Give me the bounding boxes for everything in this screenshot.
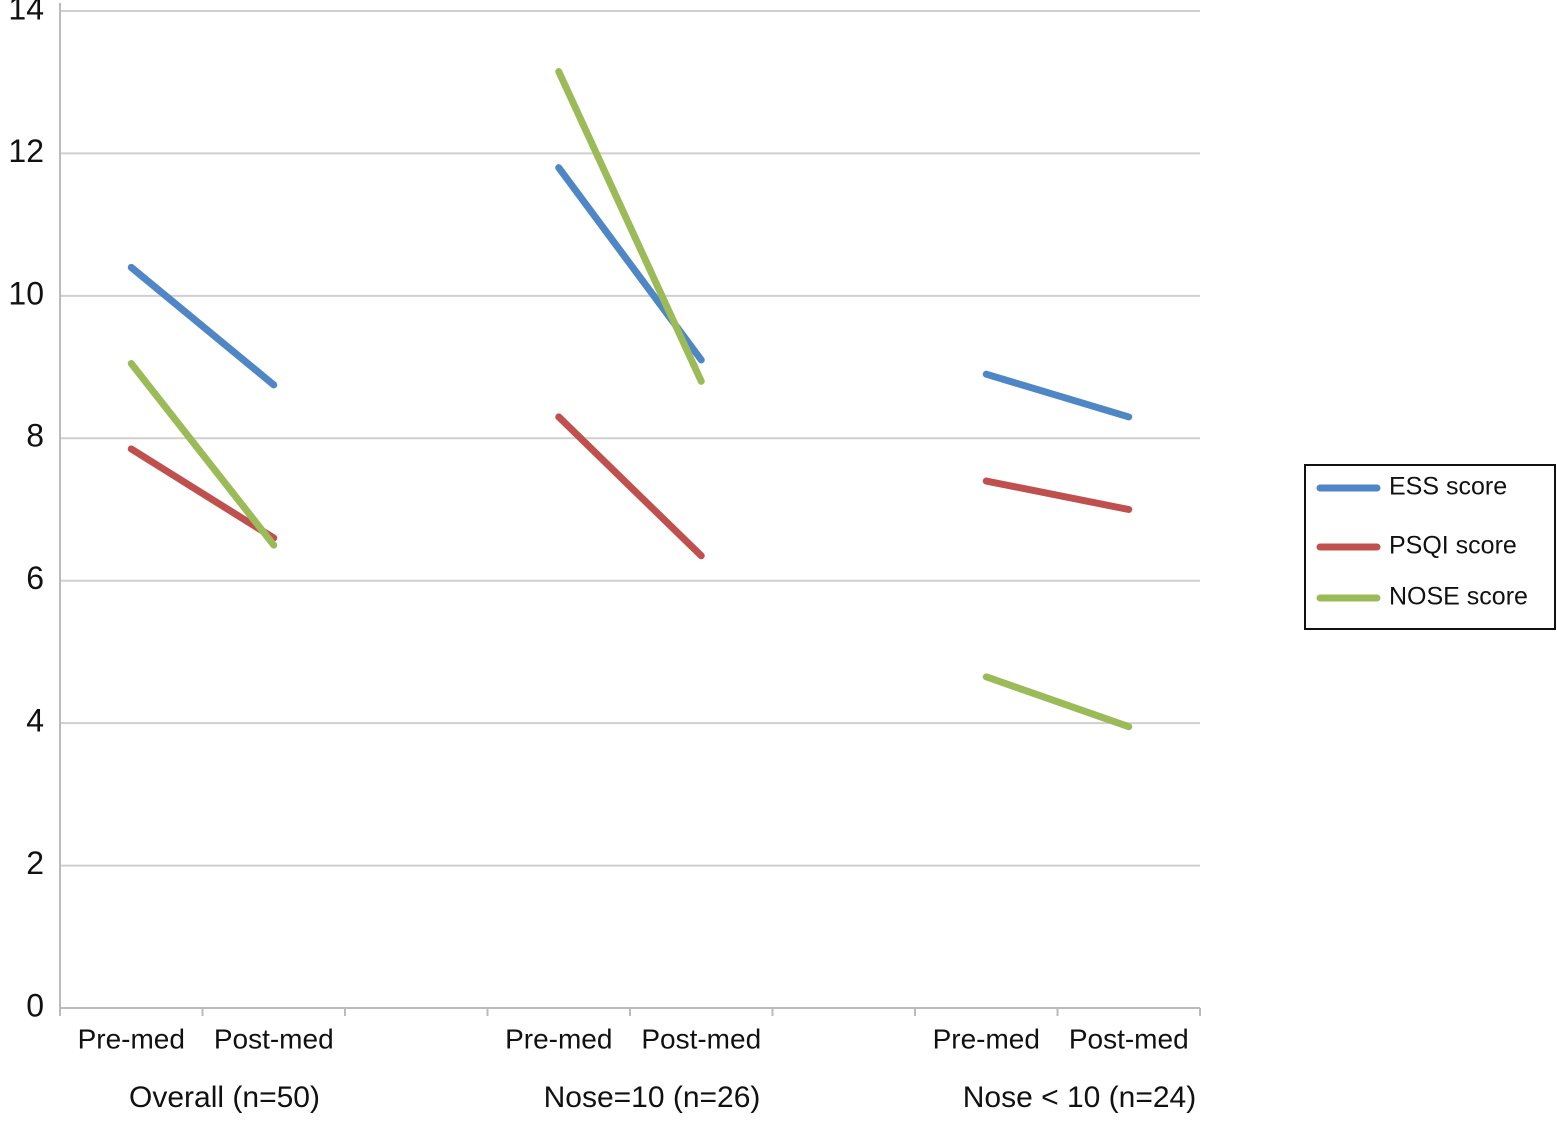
legend-label: NOSE score xyxy=(1389,583,1528,611)
group-label: Overall (n=50) xyxy=(129,1081,320,1114)
y-tick-label: 4 xyxy=(26,703,44,739)
group-label: Nose=10 (n=26) xyxy=(544,1081,761,1114)
group-label: Nose < 10 (n=24) xyxy=(963,1081,1196,1114)
x-tick-label: Pre-med xyxy=(505,1023,612,1054)
y-tick-label: 0 xyxy=(26,987,44,1023)
x-tick-label: Post-med xyxy=(641,1023,761,1054)
x-tick-label: Pre-med xyxy=(933,1023,1040,1054)
y-tick-label: 12 xyxy=(8,133,44,169)
series-line xyxy=(127,413,1133,560)
legend-label: PSQI score xyxy=(1389,532,1517,560)
series-line xyxy=(127,68,1133,731)
x-tick-label: Pre-med xyxy=(78,1023,185,1054)
y-tick-label: 6 xyxy=(26,560,44,596)
legend-label: ESS score xyxy=(1389,473,1507,501)
x-tick-label: Post-med xyxy=(1069,1023,1189,1054)
y-tick-label: 10 xyxy=(8,275,44,311)
y-tick-label: 8 xyxy=(26,418,44,454)
x-tick-label: Post-med xyxy=(214,1023,334,1054)
y-tick-label: 2 xyxy=(26,845,44,881)
y-tick-label: 14 xyxy=(8,0,44,26)
